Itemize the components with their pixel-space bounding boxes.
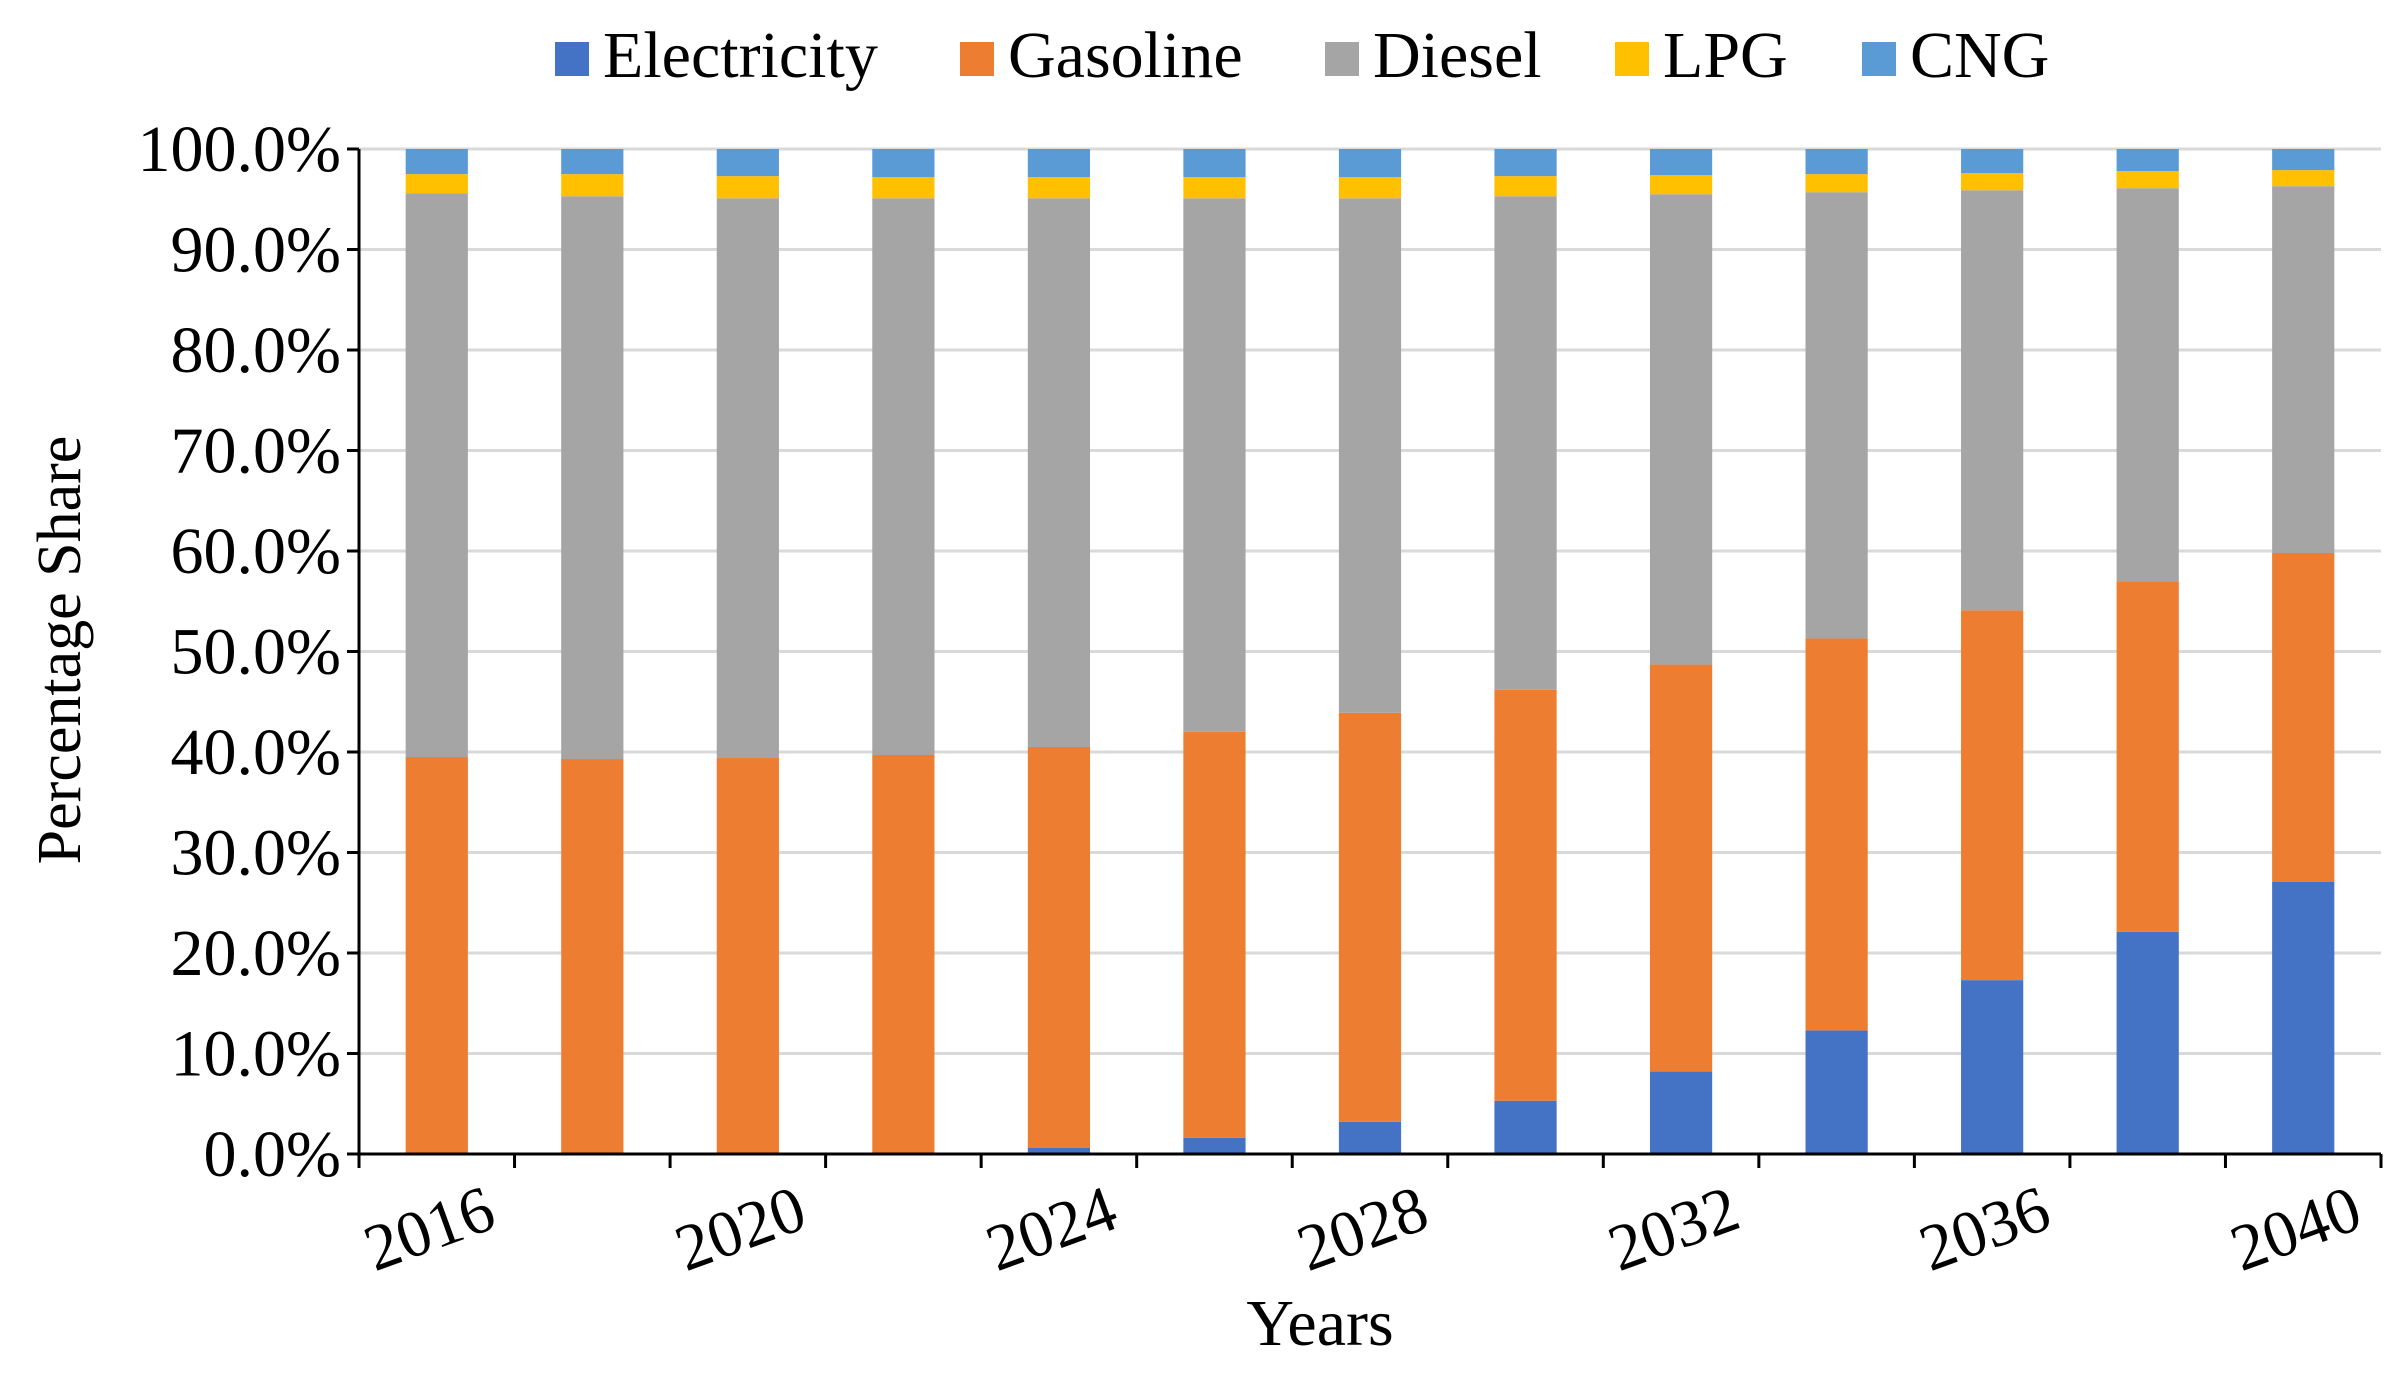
bar-segment: [1183, 177, 1246, 199]
legend[interactable]: Electricity Gasoline Diesel LPG CNG: [555, 19, 2049, 92]
x-tick-label: 2040: [2221, 1172, 2370, 1286]
bar-segment: [1027, 746, 1091, 1148]
bar-segment: [1649, 175, 1713, 195]
y-tick-label: 10.0%: [171, 1018, 341, 1091]
bar-segment: [716, 149, 779, 177]
bar-segment: [872, 198, 935, 756]
legend-label[interactable]: Gasoline: [1008, 19, 1243, 92]
bar-segment: [1961, 190, 2024, 611]
legend-swatch[interactable]: [1325, 42, 1359, 76]
bar-segment: [1027, 198, 1091, 747]
bar-segment: [2272, 186, 2335, 554]
bar-segment: [2272, 170, 2335, 187]
bar-segment: [2272, 881, 2335, 1154]
y-tick-label: 50.0%: [171, 616, 341, 689]
bar-segment: [405, 174, 468, 194]
bar-segment: [1494, 1100, 1557, 1154]
y-tick-label: 0.0%: [204, 1118, 341, 1191]
bar-segment: [1805, 174, 1868, 193]
y-tick-label: 90.0%: [171, 214, 341, 287]
x-tick-label: 2016: [355, 1172, 504, 1286]
bar-segment: [1027, 177, 1091, 199]
bar-segment: [1961, 980, 2024, 1154]
bar-segment: [1338, 177, 1402, 199]
bar-segment: [561, 174, 624, 197]
bar-segment: [561, 196, 624, 760]
bar-segment: [716, 198, 779, 759]
legend-label[interactable]: Electricity: [603, 19, 878, 92]
bar-segment: [1805, 1030, 1868, 1154]
y-tick-label: 80.0%: [171, 314, 341, 387]
bar-segment: [1494, 689, 1557, 1101]
bar-segment: [872, 149, 935, 178]
legend-label[interactable]: Diesel: [1373, 19, 1542, 92]
bar-segment: [1649, 194, 1713, 665]
bar-segment: [1338, 149, 1402, 178]
bar-segment: [1183, 731, 1246, 1138]
bar-segment: [1649, 1071, 1713, 1154]
bars: [405, 149, 2335, 1154]
y-tick-label: 40.0%: [171, 716, 341, 789]
bar-segment: [2116, 171, 2179, 189]
bar-segment: [1183, 149, 1246, 178]
bar-segment: [1961, 610, 2024, 981]
bar-segment: [1338, 198, 1402, 713]
bar-segment: [1338, 712, 1402, 1122]
y-tick-label: 30.0%: [171, 817, 341, 890]
bar-segment: [716, 176, 779, 199]
bar-segment: [1494, 149, 1557, 177]
y-axis-title: Percentage Share: [26, 436, 94, 865]
bar-segment: [2116, 581, 2179, 932]
x-axis-title: Years: [1246, 1287, 1393, 1360]
bar-segment: [1183, 198, 1246, 732]
bar-segment: [1494, 176, 1557, 197]
bar-segment: [1961, 173, 2024, 191]
bar-segment: [405, 149, 468, 175]
bar-segment: [405, 193, 468, 758]
x-tick-label: 2032: [1599, 1172, 1748, 1286]
bar-segment: [2116, 188, 2179, 582]
x-tick-label: 2020: [666, 1172, 815, 1286]
bar-segment: [1027, 1147, 1091, 1154]
y-tick-label: 100.0%: [138, 113, 341, 186]
axes: 0.0% 10.0% 20.0% 30.0% 40.0% 50.0% 60.0% 70.0% 8…: [138, 113, 2383, 1286]
bar-segment: [1183, 1137, 1246, 1154]
bar-segment: [872, 177, 935, 199]
bar-segment: [561, 149, 624, 175]
bar-segment: [2272, 553, 2335, 882]
legend-swatch[interactable]: [555, 42, 589, 76]
bar-segment: [1649, 149, 1713, 176]
bar-segment: [2116, 149, 2179, 172]
bar-segment: [2116, 931, 2179, 1154]
bar-segment: [1805, 192, 1868, 639]
x-tick-label: 2036: [1910, 1172, 2059, 1286]
x-tick-label: 2028: [1288, 1172, 1437, 1286]
bar-segment: [561, 759, 624, 1154]
y-tick-label: 70.0%: [171, 415, 341, 488]
bar-segment: [1494, 196, 1557, 690]
bar-segment: [716, 758, 779, 1154]
bar-segment: [1961, 149, 2024, 174]
bar-segment: [1805, 638, 1868, 1031]
bar-segment: [1338, 1121, 1402, 1154]
y-tick-label: 20.0%: [171, 917, 341, 990]
legend-label[interactable]: CNG: [1910, 19, 2049, 92]
legend-swatch[interactable]: [960, 42, 994, 76]
y-tick-label: 60.0%: [171, 515, 341, 588]
bar-segment: [2272, 149, 2335, 171]
bar-segment: [1805, 149, 1868, 175]
bar-segment: [872, 755, 935, 1154]
bar-segment: [1649, 664, 1713, 1072]
legend-swatch[interactable]: [1862, 42, 1896, 76]
legend-swatch[interactable]: [1615, 42, 1649, 76]
bar-segment: [405, 757, 468, 1154]
x-tick-label: 2024: [977, 1172, 1126, 1286]
bar-segment: [1027, 149, 1091, 178]
legend-label[interactable]: LPG: [1663, 19, 1788, 92]
